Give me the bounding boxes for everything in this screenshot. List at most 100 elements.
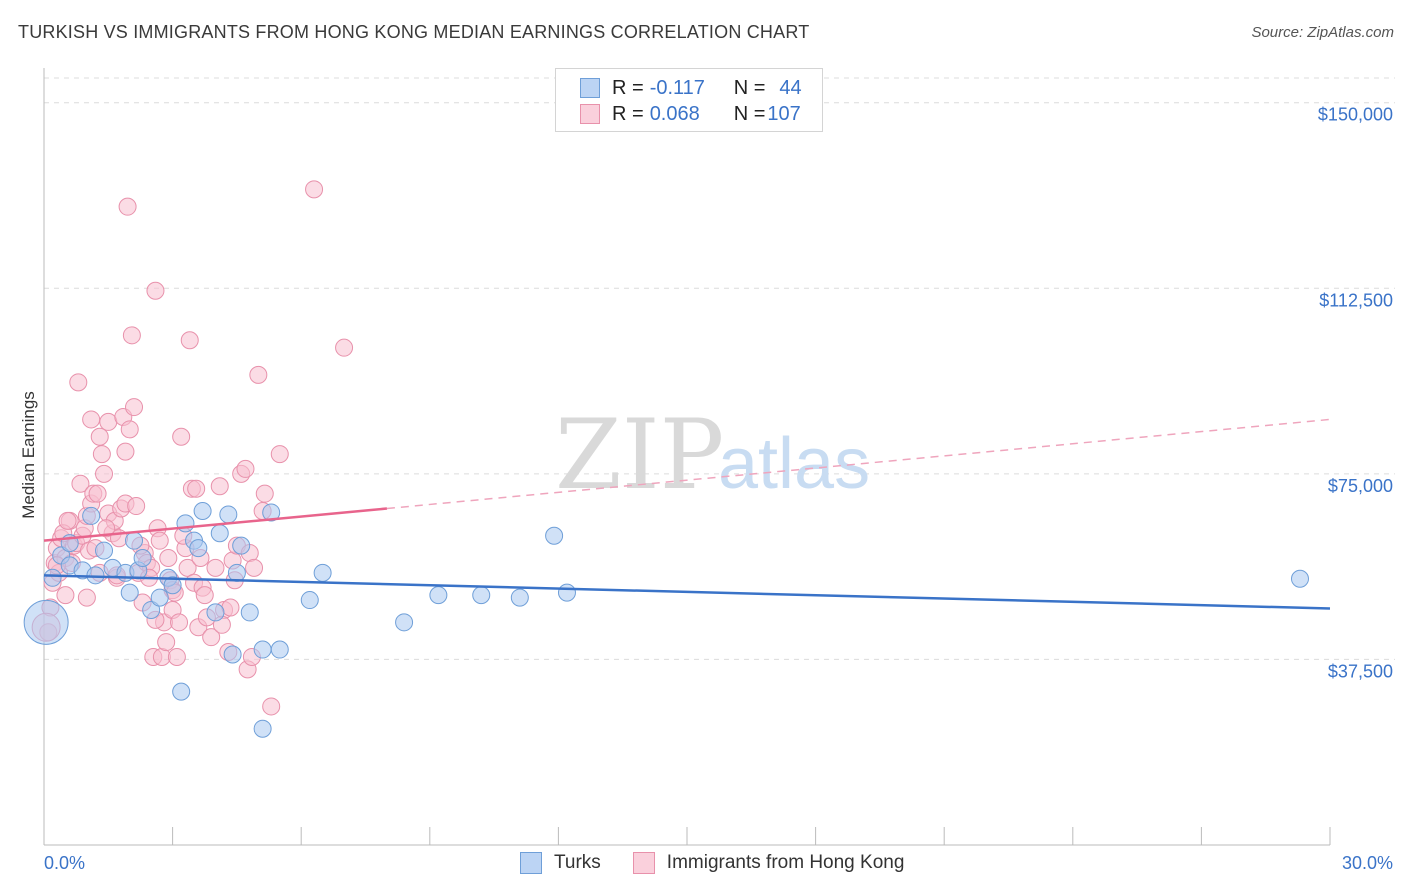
data-point-hong-kong	[56, 586, 75, 605]
legend-item-turks: Turks	[520, 852, 601, 874]
data-point-turks	[82, 506, 101, 525]
legend-swatch-hong-kong	[632, 852, 655, 874]
data-point-hong-kong	[245, 558, 264, 577]
data-point-hong-kong	[82, 410, 101, 429]
legend-swatch-turks	[520, 852, 542, 874]
legend-label-turks: Turks	[554, 852, 601, 873]
y-axis-title: Median Earnings	[19, 391, 38, 519]
watermark: ZIP atlas	[555, 399, 870, 511]
data-point-hong-kong	[187, 479, 206, 498]
data-point-hong-kong	[180, 331, 199, 350]
legend-n-label: N =	[733, 76, 766, 99]
data-point-hong-kong	[202, 628, 221, 647]
data-point-turks	[189, 539, 208, 558]
trend-line-turks	[43, 574, 1331, 610]
axes	[43, 68, 1331, 846]
series-hong-kong-points	[31, 180, 354, 716]
series-legend: Turks Immigrants from Hong Kong	[520, 852, 936, 874]
data-point-hong-kong	[127, 497, 146, 516]
data-point-hong-kong	[150, 531, 169, 550]
data-point-turks	[300, 591, 319, 610]
data-point-hong-kong	[71, 474, 90, 493]
data-point-hong-kong	[157, 633, 176, 652]
data-point-turks	[176, 514, 195, 533]
y-tick-label: $37,500	[1328, 661, 1393, 681]
legend-item-hong-kong: Immigrants from Hong Kong	[632, 852, 905, 874]
data-point-hong-kong	[270, 445, 289, 464]
data-point-hong-kong	[152, 647, 171, 666]
data-point-hong-kong	[335, 338, 354, 357]
data-point-hong-kong	[167, 647, 186, 666]
data-point-hong-kong	[95, 464, 114, 483]
data-point-hong-kong	[195, 586, 214, 605]
legend-r-label: R =	[612, 76, 644, 99]
data-point-turks	[253, 640, 272, 659]
data-point-hong-kong	[118, 197, 137, 216]
trend-line-hong-kong-extension	[386, 418, 1331, 510]
legend-n-value-turks: 44	[779, 76, 802, 99]
trend-line-hong-kong	[43, 507, 388, 542]
data-point-hong-kong	[236, 459, 255, 478]
data-point-hong-kong	[255, 484, 274, 503]
data-point-hong-kong	[69, 373, 88, 392]
data-point-hong-kong	[159, 548, 178, 567]
data-point-hong-kong	[90, 427, 109, 446]
source-label: Source: ZipAtlas.com	[1251, 24, 1394, 41]
data-point-turks	[142, 600, 161, 619]
data-point-hong-kong	[262, 697, 281, 716]
y-tick-label: $150,000	[1318, 105, 1393, 125]
watermark-atlas: atlas	[718, 424, 870, 504]
data-point-turks	[43, 568, 62, 587]
data-point-hong-kong	[249, 365, 268, 384]
legend-r-value-hong-kong: 0.068	[649, 102, 700, 125]
series-turks-points	[23, 501, 1309, 738]
data-point-turks	[429, 586, 448, 605]
legend-r-value-turks: -0.117	[649, 76, 705, 99]
data-point-turks	[472, 586, 491, 605]
data-point-hong-kong	[58, 511, 77, 530]
data-point-turks	[125, 531, 144, 550]
y-tick-labels: $37,500 $75,000 $112,500 $150,000	[1318, 105, 1393, 682]
data-point-hong-kong	[88, 484, 107, 503]
data-point-hong-kong	[305, 180, 324, 199]
legend-swatch-blue	[580, 78, 600, 98]
data-point-turks	[313, 563, 332, 582]
data-point-hong-kong	[210, 477, 229, 496]
data-point-turks	[210, 524, 229, 543]
data-point-turks	[133, 548, 152, 567]
data-point-turks	[1290, 569, 1309, 588]
data-point-hong-kong	[92, 445, 111, 464]
data-point-turks	[223, 645, 242, 664]
data-point-hong-kong	[122, 326, 141, 345]
y-tick-label: $112,500	[1319, 290, 1393, 310]
data-point-hong-kong	[116, 442, 135, 461]
data-point-turks	[227, 563, 246, 582]
legend-label-hong-kong: Immigrants from Hong Kong	[666, 852, 905, 873]
data-point-hong-kong	[206, 558, 225, 577]
data-point-turks	[545, 526, 564, 545]
data-point-turks	[206, 603, 225, 622]
data-point-hong-kong	[178, 558, 197, 577]
data-point-hong-kong	[221, 598, 240, 617]
legend-swatch-pink	[580, 104, 600, 124]
data-point-turks	[163, 576, 182, 595]
data-point-turks	[395, 613, 414, 632]
data-point-hong-kong	[99, 412, 118, 431]
watermark-zip: ZIP	[555, 399, 724, 511]
data-point-turks	[232, 536, 251, 555]
chart-title: TURKISH VS IMMIGRANTS FROM HONG KONG MED…	[18, 22, 810, 42]
x-tick-labels: 0.0% 30.0%	[44, 853, 1393, 873]
data-point-hong-kong	[77, 588, 96, 607]
y-tick-label: $75,000	[1328, 476, 1393, 496]
data-point-turks	[95, 541, 114, 560]
correlation-legend: R = -0.117 N = 44 R = 0.068 N = 107	[555, 68, 823, 132]
data-point-hong-kong	[120, 420, 139, 439]
x-tick-label: 30.0%	[1342, 853, 1393, 873]
data-point-hong-kong	[146, 281, 165, 300]
data-point-turks	[510, 588, 529, 607]
data-point-turks	[193, 501, 212, 520]
legend-n-label: N =	[733, 102, 766, 125]
data-point-turks	[172, 682, 191, 701]
legend-row-hong-kong: R = 0.068 N = 107	[580, 102, 807, 126]
data-point-turks	[557, 583, 576, 602]
